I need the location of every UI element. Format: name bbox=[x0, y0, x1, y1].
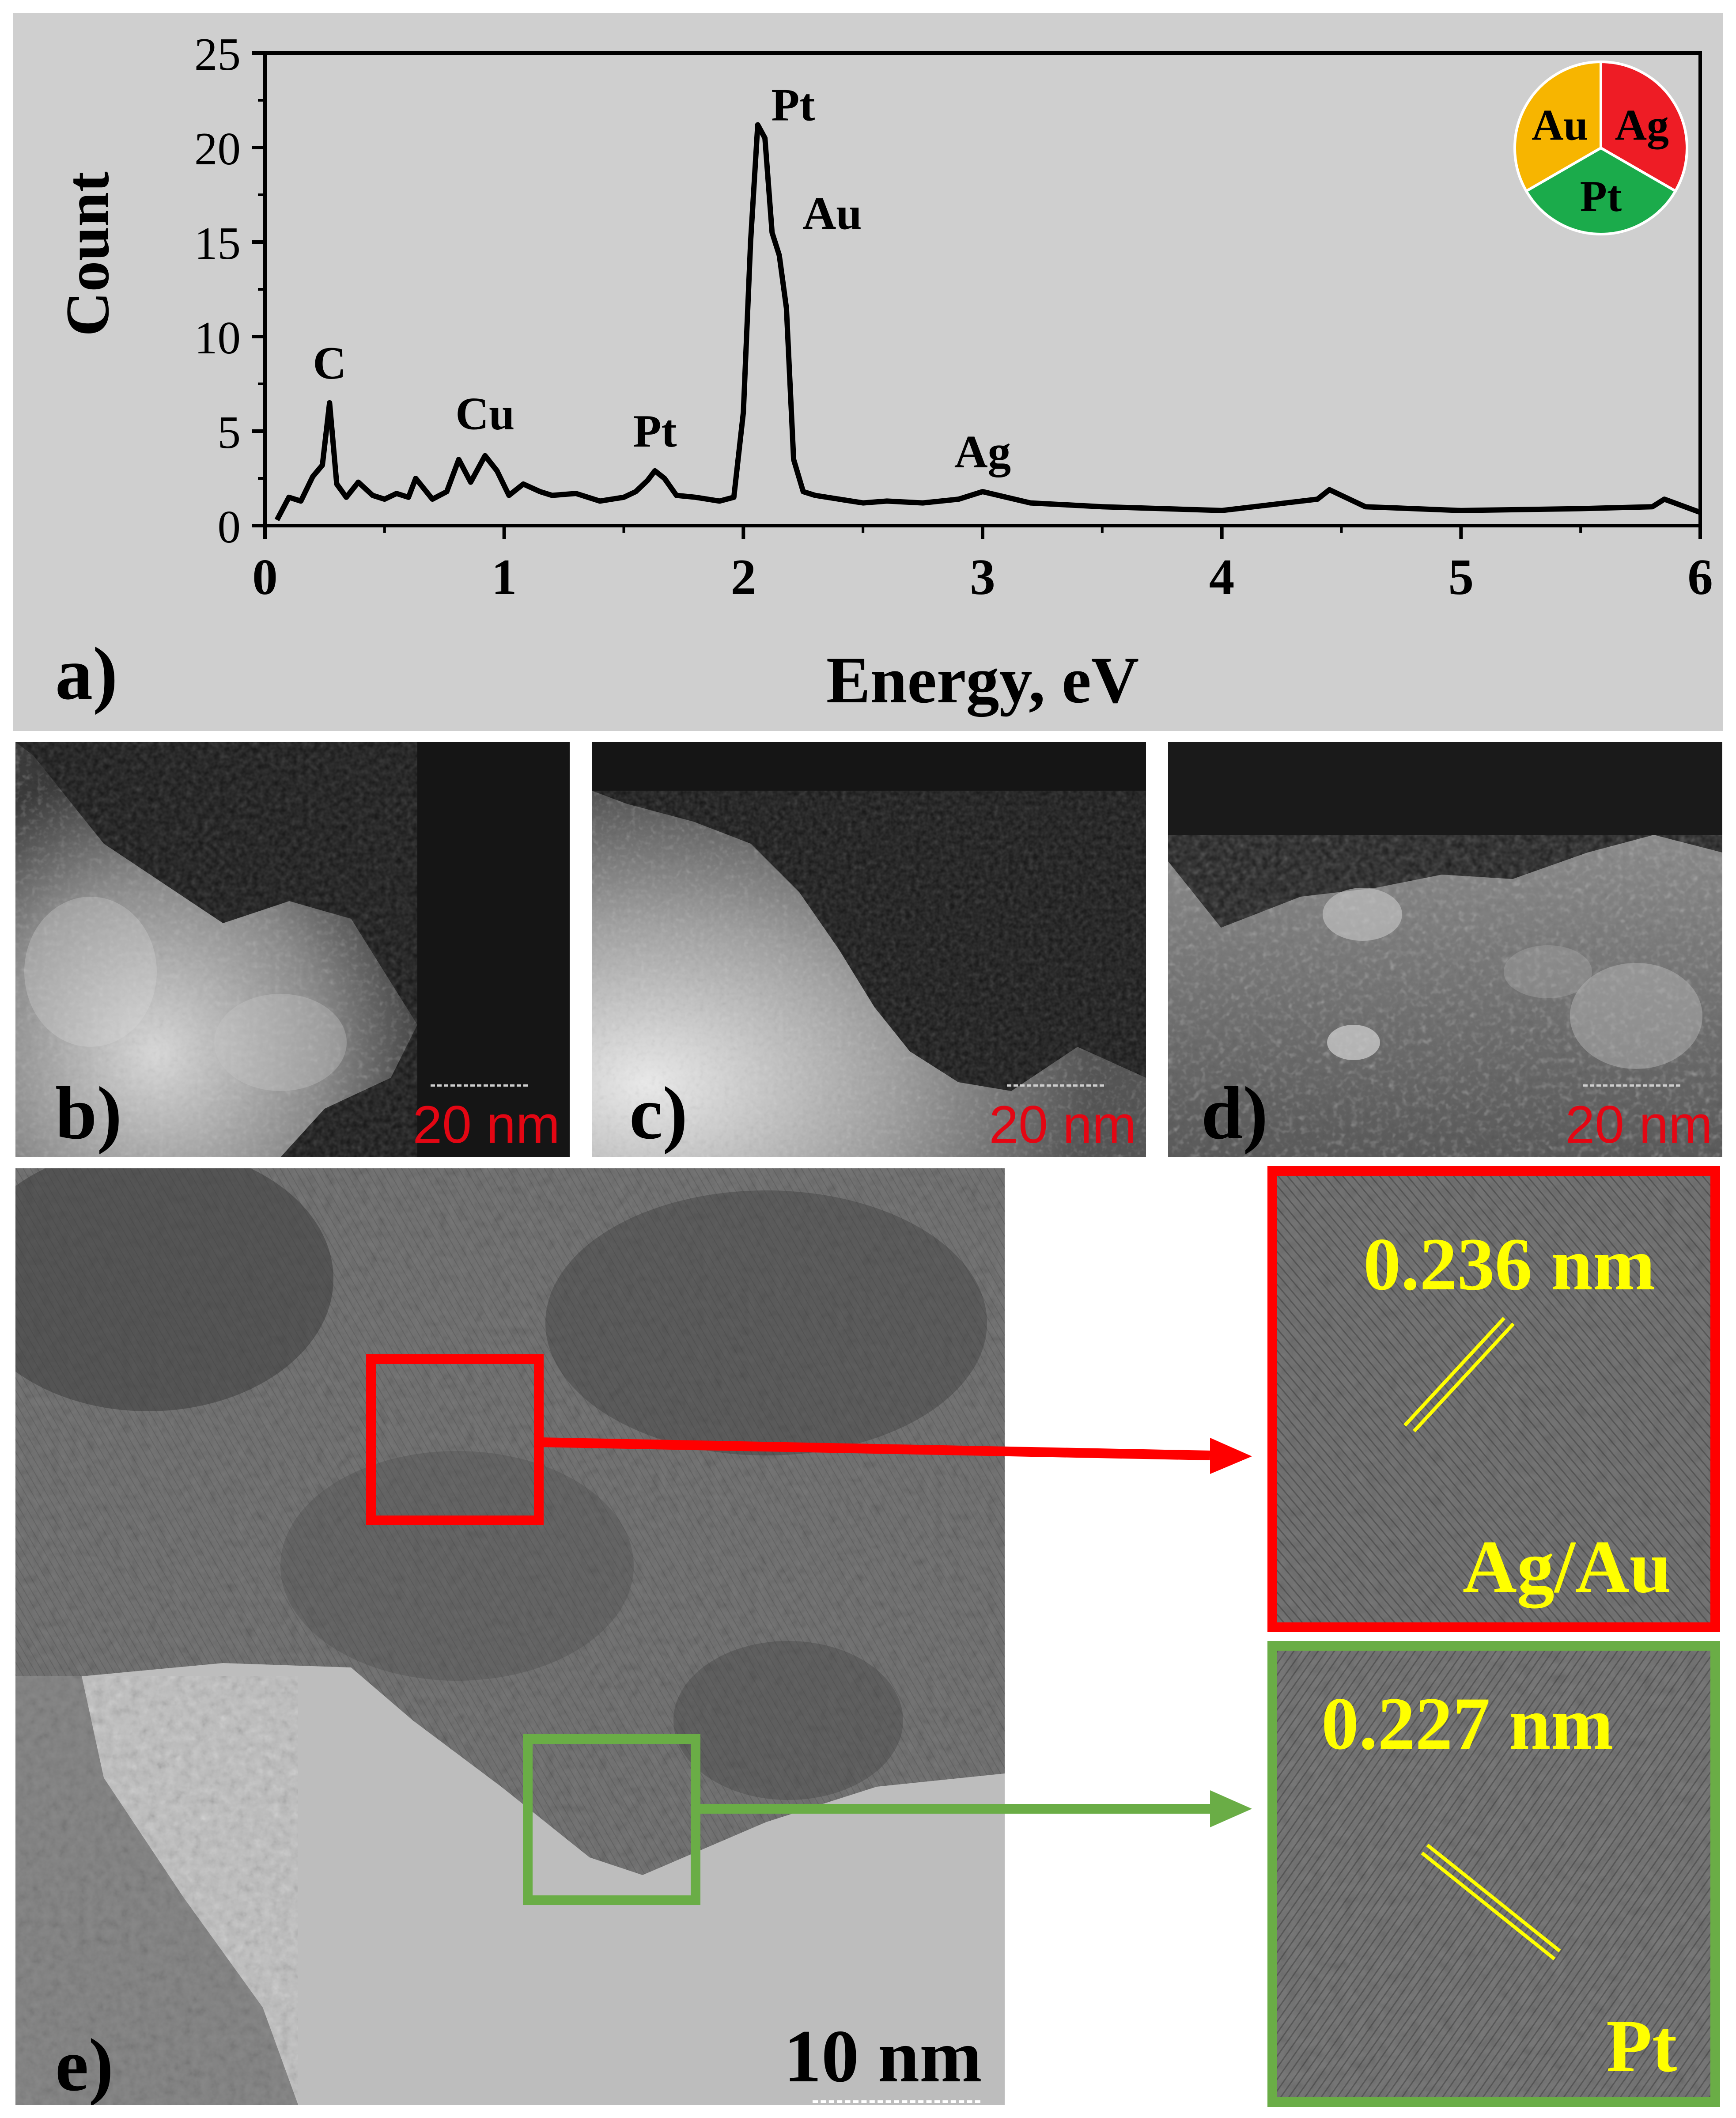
y-tick-label: 5 bbox=[218, 406, 241, 458]
y-tick-label: 20 bbox=[194, 123, 241, 174]
scale-bar-label: 20 nm bbox=[989, 1095, 1136, 1154]
hrtem-image: e) 10 nm bbox=[15, 1168, 1005, 2105]
haadf-image-b: 20 nm b) bbox=[15, 742, 570, 1157]
y-tick-label: 10 bbox=[194, 312, 241, 364]
x-tick-label: 1 bbox=[492, 549, 517, 605]
peak-label-au: Au bbox=[802, 187, 862, 239]
peak-label-ag: Ag bbox=[954, 426, 1011, 477]
eds-chart: 0 1 2 3 4 5 6 0 5 10 15 20 25 C Cu Pt Pt Au Ag Count Ener… bbox=[53, 28, 1713, 717]
pt-arrow-head bbox=[1210, 1790, 1252, 1827]
micrograph-b bbox=[15, 742, 570, 1157]
eds-spectrum-panel: 0 1 2 3 4 5 6 0 5 10 15 20 25 C Cu Pt Pt Au Ag Count Ener… bbox=[13, 13, 1723, 731]
y-tick-label: 0 bbox=[218, 501, 241, 553]
y-tick-label: 15 bbox=[194, 217, 241, 269]
scale-bar bbox=[431, 1084, 528, 1087]
scale-bar-label: 20 nm bbox=[412, 1095, 560, 1154]
scale-bar-label: 20 nm bbox=[1565, 1095, 1713, 1154]
pt-element-label: Pt bbox=[1606, 2004, 1677, 2088]
x-tick-label: 5 bbox=[1449, 549, 1474, 605]
agau-arrow-head bbox=[1210, 1438, 1252, 1474]
x-tick-label: 2 bbox=[731, 549, 756, 605]
x-axis-label: Energy, eV bbox=[826, 644, 1139, 717]
chart-axes bbox=[252, 51, 1702, 539]
agau-element-label: Ag/Au bbox=[1463, 1525, 1672, 1608]
scale-bar bbox=[813, 2100, 980, 2103]
y-tick-label: 25 bbox=[194, 28, 241, 80]
peak-label-pt: Pt bbox=[771, 79, 815, 131]
scale-bar-label: 10 nm bbox=[784, 2015, 982, 2098]
pt-spacing-label: 0.227 nm bbox=[1321, 1682, 1614, 1765]
x-tick-label: 0 bbox=[252, 549, 278, 605]
peak-label-c: C bbox=[313, 337, 346, 389]
panel-c-label: c) bbox=[629, 1072, 688, 1155]
x-tick-label: 4 bbox=[1209, 549, 1235, 605]
panel-d-label: d) bbox=[1201, 1072, 1268, 1155]
y-axis-label: Count bbox=[53, 171, 122, 336]
pie-slice-au bbox=[1513, 60, 1602, 193]
x-tick-label: 6 bbox=[1687, 549, 1713, 605]
tick-labels: 0 1 2 3 4 5 6 0 5 10 15 20 25 bbox=[194, 28, 1713, 605]
panel-e-label: e) bbox=[55, 2023, 114, 2105]
agau-lattice-image bbox=[1277, 1176, 1710, 1622]
x-tick-label: 3 bbox=[970, 549, 995, 605]
pie-slice-ag bbox=[1600, 60, 1689, 193]
pt-highlight-box bbox=[523, 1734, 700, 1905]
peak-label-pt: Pt bbox=[633, 405, 677, 457]
composition-pie-legend: Ag Pt Au bbox=[1513, 60, 1689, 236]
spectrum-line bbox=[274, 122, 1702, 521]
scale-bar bbox=[1583, 1084, 1680, 1087]
pie-label-au: Au bbox=[1532, 100, 1588, 149]
scale-bar bbox=[1007, 1084, 1104, 1087]
panel-b-label: b) bbox=[55, 1072, 122, 1155]
peak-labels: C Cu Pt Pt Au Ag bbox=[313, 79, 1011, 477]
panel-a-label: a) bbox=[55, 632, 118, 715]
agau-spacing-label: 0.236 nm bbox=[1363, 1223, 1656, 1306]
peak-label-cu: Cu bbox=[455, 388, 514, 440]
micrograph-d bbox=[1168, 742, 1722, 1157]
pie-label-ag: Ag bbox=[1615, 100, 1669, 149]
haadf-image-d: 20 nm d) bbox=[1168, 742, 1722, 1157]
haadf-image-c: 20 nm c) bbox=[592, 742, 1146, 1157]
pt-lattice-inset: 0.227 nm Pt bbox=[1267, 1641, 1720, 2107]
pt-lattice-image bbox=[1277, 1651, 1710, 2097]
pie-label-pt: Pt bbox=[1580, 171, 1622, 220]
agau-lattice-inset: 0.236 nm Ag/Au bbox=[1267, 1166, 1720, 1632]
micrograph-c bbox=[592, 742, 1146, 1157]
hrtem-micrograph bbox=[15, 1168, 1005, 2105]
